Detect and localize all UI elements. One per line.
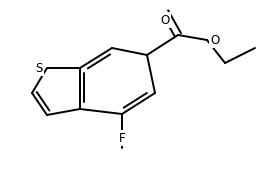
Text: O: O: [160, 13, 170, 27]
Text: O: O: [210, 33, 220, 47]
Text: F: F: [119, 132, 125, 144]
Text: S: S: [35, 61, 43, 75]
